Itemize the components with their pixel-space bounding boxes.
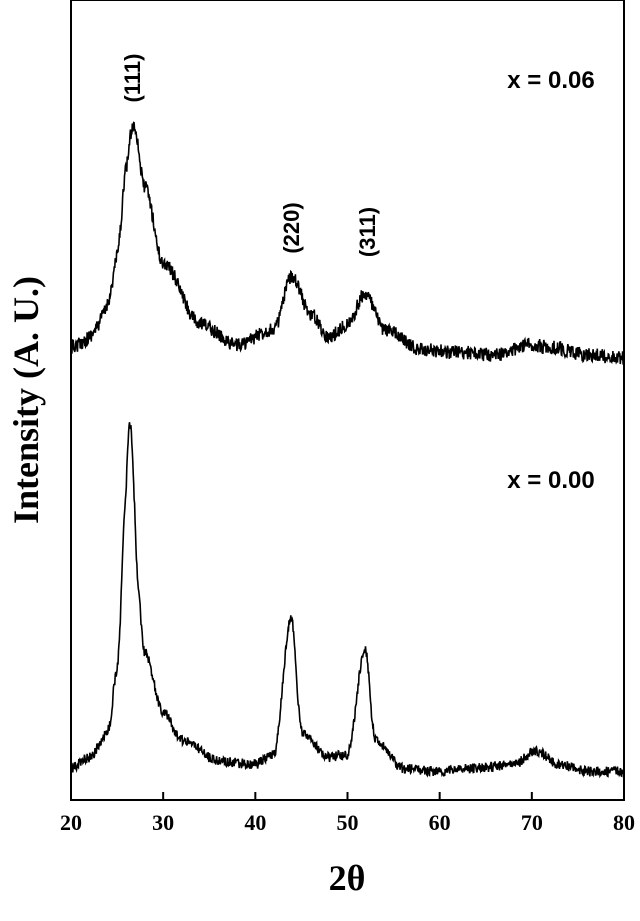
x-tick-label-50: 50	[337, 810, 359, 835]
series-label-x006: x = 0.06	[507, 67, 594, 94]
series-line-0	[70, 121, 625, 365]
x-tick-label-60: 60	[429, 810, 451, 835]
peak-label-111: (111)	[120, 54, 145, 103]
series-lines	[70, 121, 625, 779]
x-tick-label-80: 80	[613, 810, 635, 835]
x-tick-label-40: 40	[244, 810, 266, 835]
series-label-x000: x = 0.00	[507, 467, 594, 494]
x-tick-label-20: 20	[60, 810, 82, 835]
peak-label-311: (311)	[355, 207, 380, 257]
series-line-1	[70, 422, 625, 779]
x-axis-ticks: 20 30 40 50 60 70 80	[60, 792, 635, 835]
peak-label-220: (220)	[279, 202, 304, 253]
x-tick-label-70: 70	[521, 810, 543, 835]
x-axis-title: 2θ	[329, 858, 366, 898]
x-tick-label-30: 30	[152, 810, 174, 835]
y-axis-title: Intensity (A. U.)	[6, 276, 46, 524]
